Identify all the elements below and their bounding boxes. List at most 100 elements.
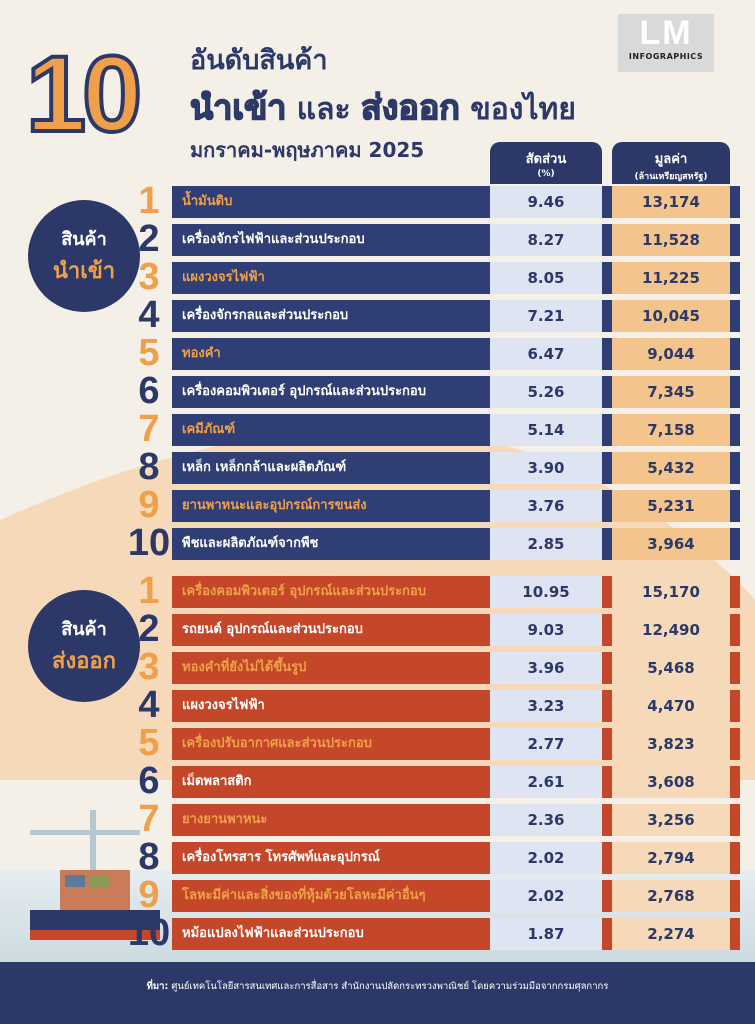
rank-number: 6 <box>138 760 160 802</box>
rank-number: 2 <box>138 608 160 650</box>
value-column-unit: (ล้านเหรียญสหรัฐ) <box>634 172 708 182</box>
share-value: 6.47 <box>490 338 602 370</box>
product-name: ยางยานพาหนะ <box>182 812 268 827</box>
logo-subtext: INFOGRAPHICS <box>628 52 704 61</box>
footer-source-label: ที่มา: <box>146 981 169 992</box>
value-column-header: มูลค่า (ล้านเหรียญสหรัฐ) <box>612 142 730 184</box>
imports-label-line2: นำเข้า <box>52 259 116 284</box>
trade-value: 15,170 <box>612 576 730 608</box>
rank-number: 4 <box>138 684 160 726</box>
rank-number: 3 <box>138 256 160 298</box>
rank-number: 10 <box>127 522 171 564</box>
product-name: เคมีภัณฑ์ <box>182 422 236 437</box>
table-row: 6 เครื่องคอมพิวเตอร์ อุปกรณ์และส่วนประกอบ… <box>138 370 740 412</box>
table-row: 1 น้ำมันดิบ 9.46 13,174 <box>138 180 740 222</box>
share-value: 8.27 <box>490 224 602 256</box>
rank-number: 5 <box>138 332 160 374</box>
footer-source: ที่มา: ศูนย์เทคโนโลยีสารสนเทศและการสื่อส… <box>0 962 755 1024</box>
trade-value: 10,045 <box>612 300 730 332</box>
share-value: 7.21 <box>490 300 602 332</box>
rank-number: 7 <box>138 798 160 840</box>
big-number-title: 10 <box>24 33 144 154</box>
rank-number: 4 <box>138 294 160 336</box>
logo-text: LM <box>639 14 693 52</box>
rank-number: 9 <box>138 874 160 916</box>
product-name: แผงวงจรไฟฟ้า <box>182 270 265 285</box>
imports-section-label: สินค้า นำเข้า <box>28 200 140 312</box>
share-value: 10.95 <box>490 576 602 608</box>
share-value: 2.61 <box>490 766 602 798</box>
rank-number: 6 <box>138 370 160 412</box>
value-column-label: มูลค่า <box>654 152 688 167</box>
trade-value: 5,432 <box>612 452 730 484</box>
table-row: 9 ยานพาหนะและอุปกรณ์การขนส่ง 3.76 5,231 <box>138 484 740 526</box>
rank-number: 1 <box>138 570 160 612</box>
rank-number: 1 <box>138 180 160 222</box>
product-name: เม็ดพลาสติก <box>182 774 252 789</box>
product-name: พืชและผลิตภัณฑ์จากพืช <box>182 536 319 551</box>
trade-value: 12,490 <box>612 614 730 646</box>
table-row: 5 ทองคำ 6.47 9,044 <box>138 332 740 374</box>
share-value: 3.96 <box>490 652 602 684</box>
share-value: 2.02 <box>490 880 602 912</box>
share-value: 2.77 <box>490 728 602 760</box>
title-and: และ <box>296 92 351 127</box>
rank-number: 5 <box>138 722 160 764</box>
share-value: 2.02 <box>490 842 602 874</box>
table-row: 3 ทองคำที่ยังไม่ได้ขึ้นรูป 3.96 5,468 <box>138 646 740 688</box>
table-row: 8 เครื่องโทรสาร โทรศัพท์และอุปกรณ์ 2.02 2,7… <box>138 836 740 878</box>
share-value: 8.05 <box>490 262 602 294</box>
trade-value: 9,044 <box>612 338 730 370</box>
trade-value: 7,345 <box>612 376 730 408</box>
share-column-unit: (%) <box>537 169 555 179</box>
trade-value: 13,174 <box>612 186 730 218</box>
product-name: น้ำมันดิบ <box>182 194 233 209</box>
title-line-2: นำเข้า และ ส่งออก ของไทย <box>189 80 576 134</box>
product-name: แผงวงจรไฟฟ้า <box>182 698 265 713</box>
title-export: ส่งออก <box>360 87 460 129</box>
trade-value: 4,470 <box>612 690 730 722</box>
share-value: 1.87 <box>490 918 602 950</box>
rank-number: 10 <box>127 912 171 954</box>
product-name: เครื่องจักรกลและส่วนประกอบ <box>182 308 349 323</box>
trade-value: 11,225 <box>612 262 730 294</box>
trade-value: 3,256 <box>612 804 730 836</box>
trade-value: 5,231 <box>612 490 730 522</box>
table-row: 7 ยางยานพาหนะ 2.36 3,256 <box>138 798 740 840</box>
rank-number: 9 <box>138 484 160 526</box>
product-name: เหล็ก เหล็กกล้าและผลิตภัณฑ์ <box>182 460 347 475</box>
table-row: 4 แผงวงจรไฟฟ้า 3.23 4,470 <box>138 684 740 726</box>
product-name: ทองคำที่ยังไม่ได้ขึ้นรูป <box>182 660 307 675</box>
rank-number: 3 <box>138 646 160 688</box>
table-row: 6 เม็ดพลาสติก 2.61 3,608 <box>138 760 740 802</box>
trade-value: 3,964 <box>612 528 730 560</box>
product-name: ทองคำ <box>182 346 221 361</box>
table-row: 10 หม้อแปลงไฟฟ้าและส่วนประกอบ 1.87 2,274 <box>128 912 740 954</box>
product-name: เครื่องปรับอากาศและส่วนประกอบ <box>182 736 372 751</box>
share-value: 9.46 <box>490 186 602 218</box>
table-row: 2 รถยนต์ อุปกรณ์และส่วนประกอบ 9.03 12,490 <box>138 608 740 650</box>
share-value: 5.14 <box>490 414 602 446</box>
share-value: 2.36 <box>490 804 602 836</box>
product-name: เครื่องจักรไฟฟ้าและส่วนประกอบ <box>182 232 365 247</box>
trade-value: 5,468 <box>612 652 730 684</box>
product-name: โลหะมีค่าและสิ่งของที่หุ้มด้วยโลหะมีค่าอ… <box>182 888 426 903</box>
table-row: 1 เครื่องคอมพิวเตอร์ อุปกรณ์และส่วนประกอบ… <box>138 570 740 612</box>
title-line-1: อันดับสินค้า <box>190 45 328 76</box>
share-value: 3.23 <box>490 690 602 722</box>
table-row: 5 เครื่องปรับอากาศและส่วนประกอบ 2.77 3,823 <box>138 722 740 764</box>
trade-value: 2,794 <box>612 842 730 874</box>
trade-value: 3,823 <box>612 728 730 760</box>
trade-value: 2,274 <box>612 918 730 950</box>
imports-label-line1: สินค้า <box>61 229 107 250</box>
table-row: 2 เครื่องจักรไฟฟ้าและส่วนประกอบ 8.27 11,528 <box>138 218 740 260</box>
exports-label-line2: ส่งออก <box>52 649 116 674</box>
footer-source-text: ศูนย์เทคโนโลยีสารสนเทศและการสื่อสาร สำนั… <box>171 981 609 992</box>
trade-value: 7,158 <box>612 414 730 446</box>
table-row: 8 เหล็ก เหล็กกล้าและผลิตภัณฑ์ 3.90 5,432 <box>138 446 740 488</box>
rank-number: 8 <box>138 836 160 878</box>
table-row: 4 เครื่องจักรกลและส่วนประกอบ 7.21 10,045 <box>138 294 740 336</box>
share-value: 9.03 <box>490 614 602 646</box>
product-name: เครื่องคอมพิวเตอร์ อุปกรณ์และส่วนประกอบ <box>182 584 426 599</box>
table-row: 3 แผงวงจรไฟฟ้า 8.05 11,225 <box>138 256 740 298</box>
